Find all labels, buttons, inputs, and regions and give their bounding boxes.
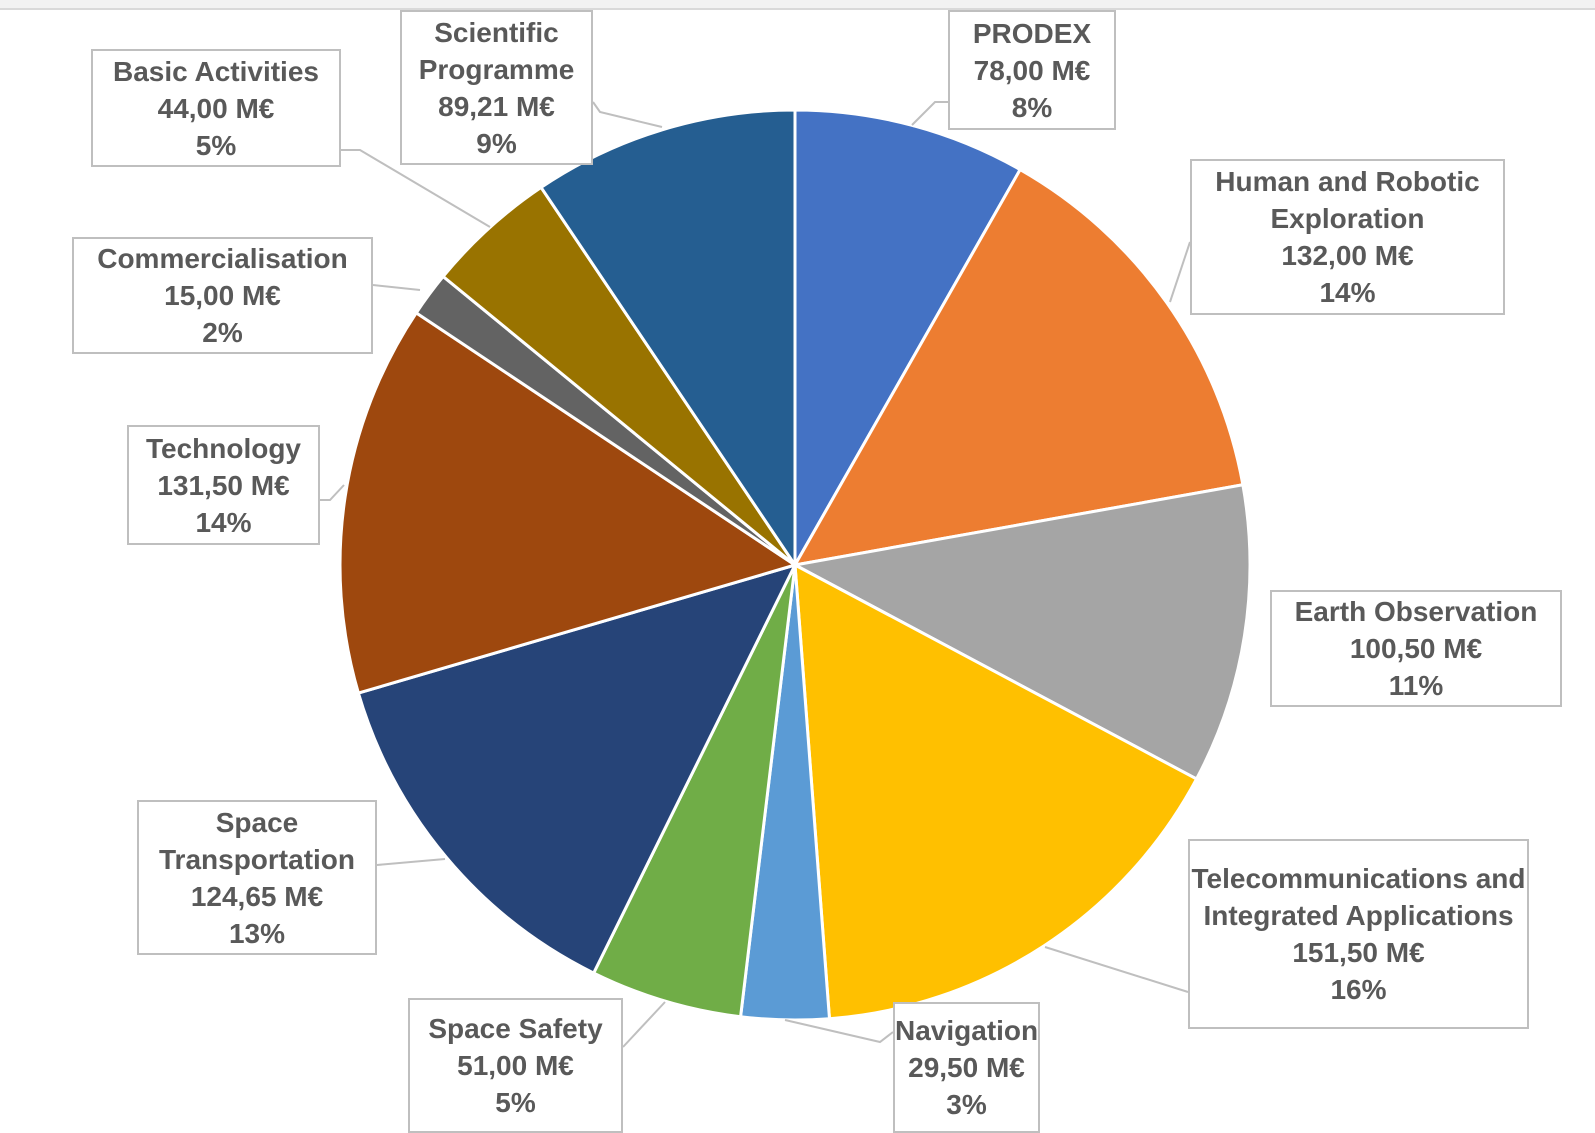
pie-slice <box>793 562 1199 1021</box>
leader-line <box>341 149 491 228</box>
data-label: PRODEX 78,00 M€ 8% <box>948 10 1116 130</box>
label-name: Human and Robotic Exploration <box>1215 166 1480 234</box>
label-percent: 9% <box>476 127 517 159</box>
leader-line <box>1044 946 1189 993</box>
data-label: Scientific Programme 89,21 M€ 9% <box>400 10 593 165</box>
data-label: Space Safety 51,00 M€ 5% <box>408 998 623 1133</box>
pie-slice <box>539 108 797 570</box>
leader-line <box>1169 241 1191 303</box>
pie-slice <box>792 167 1245 568</box>
leader-line <box>784 1019 894 1044</box>
leader-line <box>320 484 345 501</box>
label-percent: 14% <box>195 506 252 538</box>
chart <box>320 101 1252 1048</box>
label-name: Technology <box>145 432 302 464</box>
data-label: Space Transportation 124,65 M€ 13% <box>137 800 377 955</box>
chart-area: PRODEX 78,00 M€ 8% Human and Robotic Explor… <box>0 8 1595 1133</box>
label-value: 151,50 M€ <box>1292 937 1425 968</box>
label-name: PRODEX <box>972 17 1092 49</box>
label-percent: 5% <box>495 1087 536 1118</box>
leader-line <box>376 858 446 866</box>
leader-line <box>622 1001 666 1048</box>
label-percent: 2% <box>202 317 243 348</box>
label-name: Navigation <box>895 1015 1039 1046</box>
label-name: Scientific Programme <box>418 16 575 85</box>
label-name: Earth Observation <box>1294 596 1538 627</box>
label-name: Telecommunications and Integrated Applic… <box>1191 863 1526 931</box>
data-label: Technology 131,50 M€ 14% <box>127 425 320 545</box>
label-percent: 14% <box>1319 277 1376 308</box>
label-value: 89,21 M€ <box>438 90 555 122</box>
label-value: 51,00 M€ <box>457 1050 574 1081</box>
label-value: 15,00 M€ <box>164 280 281 311</box>
label-value: 131,50 M€ <box>157 469 290 501</box>
pie-slice <box>591 564 797 1019</box>
label-value: 78,00 M€ <box>973 54 1091 86</box>
label-percent: 8% <box>1011 91 1053 123</box>
label-name: Space Transportation <box>158 806 355 875</box>
label-value: 100,50 M€ <box>1349 633 1483 664</box>
data-label: Navigation 29,50 M€ 3% <box>893 1002 1040 1133</box>
data-label: Human and Robotic Exploration 132,00 M€ 14… <box>1190 159 1505 315</box>
label-name: Space Safety <box>428 1013 603 1044</box>
pie-slice <box>356 562 798 976</box>
label-percent: 13% <box>228 917 286 949</box>
label-percent: 3% <box>946 1089 987 1120</box>
data-label: Basic Activities 44,00 M€ 5% <box>91 49 341 167</box>
label-value: 124,65 M€ <box>190 880 324 912</box>
pie-slice <box>338 310 799 695</box>
label-value: 29,50 M€ <box>908 1052 1025 1083</box>
label-name: Commercialisation <box>97 243 348 274</box>
leader-line <box>372 284 421 291</box>
pie-slice <box>793 108 1023 571</box>
label-value: 44,00 M€ <box>157 92 275 124</box>
leader-line <box>911 101 948 126</box>
data-label: Earth Observation 100,50 M€ 11% <box>1270 590 1562 707</box>
label-percent: 11% <box>1388 670 1444 701</box>
label-percent: 5% <box>195 129 237 161</box>
pie-slice <box>790 483 1252 782</box>
leader-line <box>592 101 663 128</box>
data-label: Telecommunications and Integrated Applic… <box>1188 839 1529 1029</box>
label-percent: 16% <box>1330 974 1387 1005</box>
label-name: Basic Activities <box>113 55 319 87</box>
data-label: Commercialisation 15,00 M€ 2% <box>72 237 373 354</box>
label-value: 132,00 M€ <box>1281 240 1414 271</box>
